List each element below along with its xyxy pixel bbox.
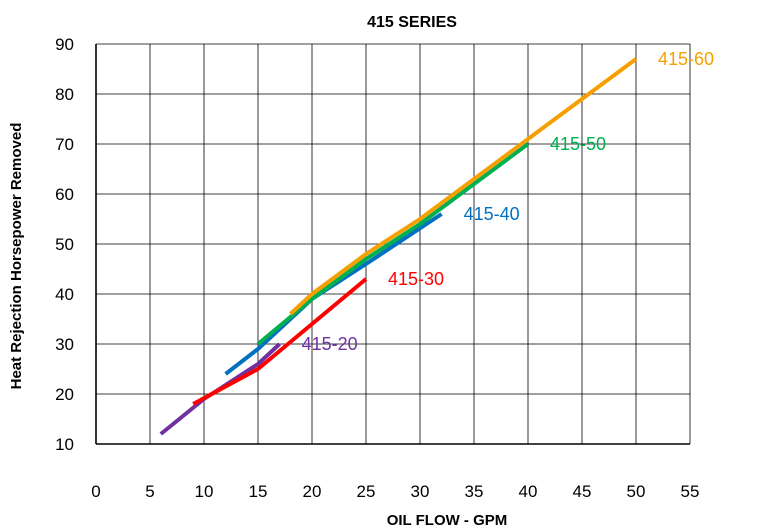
x-tick-label: 30 <box>411 482 430 501</box>
x-tick-label: 35 <box>465 482 484 501</box>
y-tick-label: 80 <box>55 85 74 104</box>
y-tick-label: 40 <box>55 285 74 304</box>
chart-title: 415 SERIES <box>367 14 457 31</box>
axes <box>95 44 690 445</box>
y-tick-label: 70 <box>55 135 74 154</box>
series-label: 415-40 <box>464 204 520 224</box>
y-tick-label: 90 <box>55 35 74 54</box>
x-tick-label: 10 <box>195 482 214 501</box>
x-tick-label: 55 <box>681 482 700 501</box>
y-tick-label: 10 <box>55 435 74 454</box>
x-tick-label: 40 <box>519 482 538 501</box>
series-line <box>192 277 368 406</box>
x-tick-label: 15 <box>249 482 268 501</box>
series-line <box>289 57 638 316</box>
x-tick-label: 50 <box>627 482 646 501</box>
y-tick-labels: 10 20 30 40 50 60 70 80 90 <box>55 35 74 454</box>
x-tick-label: 45 <box>573 482 592 501</box>
y-tick-label: 20 <box>55 385 74 404</box>
series-line <box>256 142 530 346</box>
series-label: 415-20 <box>302 334 358 354</box>
series-labels: 415-20 415-30 415-40 415-50 415-60 <box>302 49 714 354</box>
y-tick-label: 60 <box>55 185 74 204</box>
series-label: 415-60 <box>658 49 714 69</box>
series-label: 415-30 <box>388 269 444 289</box>
x-tick-label: 0 <box>91 482 100 501</box>
x-axis-label: OIL FLOW - GPM <box>387 512 508 529</box>
x-tick-label: 25 <box>357 482 376 501</box>
x-tick-labels: 0 5 10 15 20 25 30 35 40 45 50 55 <box>91 482 699 501</box>
x-tick-label: 20 <box>303 482 322 501</box>
x-tick-label: 5 <box>145 482 154 501</box>
y-tick-label: 30 <box>55 335 74 354</box>
y-tick-label: 50 <box>55 235 74 254</box>
series-lines <box>159 57 638 436</box>
series-label: 415-50 <box>550 134 606 154</box>
y-axis-label: Heat Rejection Horsepower Removed <box>8 123 25 390</box>
